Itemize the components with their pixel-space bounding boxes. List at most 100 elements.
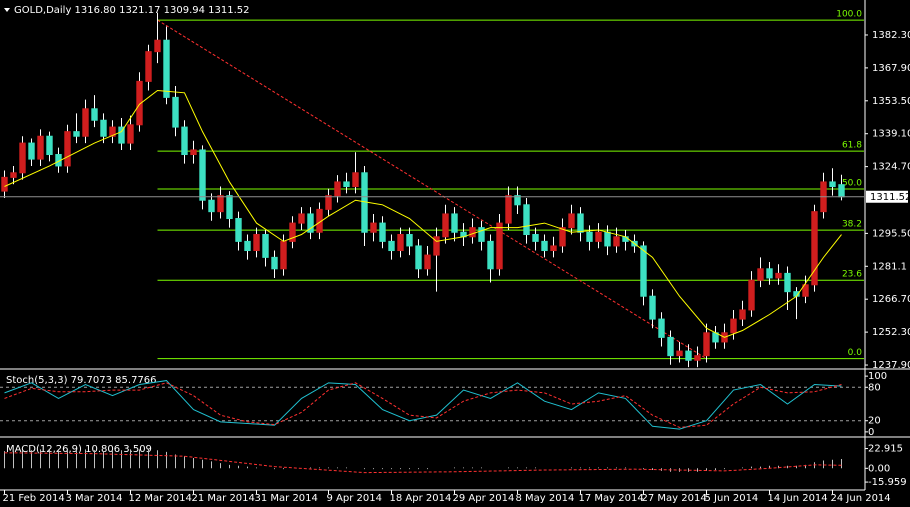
trendline	[157, 19, 707, 360]
candle-body	[532, 234, 539, 242]
stoch-line	[4, 380, 842, 430]
candle-body	[685, 350, 692, 361]
candle-body	[145, 51, 152, 82]
candle-body	[604, 231, 611, 247]
candle-body	[334, 181, 341, 197]
y-tick-label: 1339.10	[872, 129, 910, 140]
candle-body	[802, 284, 809, 297]
candle-body	[694, 355, 701, 361]
candle-body	[433, 236, 440, 256]
candle-body	[19, 142, 26, 174]
candle-body	[136, 80, 143, 126]
candle-body	[307, 213, 314, 233]
candle-body	[775, 272, 782, 279]
x-tick-label: 21 Mar 2014	[192, 493, 255, 504]
y-tick-label: 20	[868, 416, 881, 427]
x-tick-label: 21 Feb 2014	[3, 493, 65, 504]
candle-body	[235, 218, 242, 242]
candle-body	[289, 222, 296, 242]
candle-body	[100, 119, 107, 137]
candle-body	[478, 227, 485, 242]
candle-body	[172, 96, 179, 128]
candle-body	[523, 204, 530, 236]
candle-body	[730, 318, 737, 334]
candle-body	[127, 124, 134, 144]
candle-body	[370, 222, 377, 233]
y-tick-label: 1252.30	[872, 327, 910, 338]
candle-body	[568, 213, 575, 229]
candle-body	[541, 240, 548, 252]
stoch-line	[4, 382, 842, 428]
candle-body	[550, 245, 557, 252]
y-tick-label: 0	[868, 427, 874, 438]
moving-average	[4, 89, 842, 338]
candle-body	[109, 126, 116, 137]
y-tick-label: 22.915	[868, 444, 903, 455]
x-tick-label: 3 Mar 2014	[66, 493, 123, 504]
candle-body	[253, 234, 260, 252]
candle-body	[586, 231, 593, 242]
candle-body	[73, 131, 80, 137]
candle-body	[838, 184, 845, 198]
candle-body	[280, 240, 287, 270]
candle-body	[496, 222, 503, 270]
candle-body	[703, 332, 710, 357]
x-tick-label: 9 Apr 2014	[327, 493, 382, 504]
candle-body	[343, 181, 350, 188]
y-tick-label: 1237.90	[872, 360, 910, 371]
candle-body	[505, 195, 512, 224]
candle-body	[667, 336, 674, 357]
candle-body	[190, 149, 197, 156]
fib-label: 61.8	[842, 141, 862, 151]
x-tick-label: 14 Jun 2014	[768, 493, 828, 504]
x-tick-label: 29 Apr 2014	[453, 493, 515, 504]
candle-body	[379, 222, 386, 242]
x-tick-label: 17 May 2014	[579, 493, 644, 504]
candle-body	[154, 39, 161, 53]
candle-body	[784, 272, 791, 293]
candle-body	[559, 227, 566, 247]
candle-body	[748, 279, 755, 311]
candle-body	[514, 195, 521, 206]
x-tick-label: 27 May 2014	[642, 493, 707, 504]
candle-body	[1, 176, 8, 192]
candle-body	[208, 199, 215, 213]
x-tick-label: 5 Jun 2014	[705, 493, 759, 504]
menu-triangle[interactable]	[4, 8, 10, 12]
candle-body	[325, 195, 332, 210]
candle-body	[262, 234, 269, 258]
candle-body	[406, 234, 413, 247]
x-tick-label: 12 Mar 2014	[129, 493, 192, 504]
x-tick-label: 18 Apr 2014	[390, 493, 452, 504]
candle-body	[397, 234, 404, 252]
panel-title: Stoch(5,3,3) 79.7073 85.7766	[6, 375, 157, 386]
candle-body	[352, 172, 359, 188]
current-price-label: 1311.52	[870, 192, 910, 203]
y-tick-label: 1266.70	[872, 294, 910, 305]
y-tick-label: 80	[868, 382, 881, 393]
candle-body	[766, 268, 773, 279]
candle-body	[271, 256, 278, 270]
y-tick-label: 1324.70	[872, 162, 910, 173]
candle-body	[181, 126, 188, 156]
y-tick-label: 100	[868, 371, 887, 382]
candle-body	[28, 142, 35, 160]
y-tick-label: 1295.50	[872, 228, 910, 239]
candle-body	[244, 240, 251, 252]
candle-body	[10, 172, 17, 178]
candle-body	[613, 236, 620, 247]
panel-title: GOLD,Daily 1316.80 1321.17 1309.94 1311.…	[14, 5, 250, 16]
candle-body	[298, 213, 305, 224]
candle-body	[469, 227, 476, 238]
candle-body	[451, 213, 458, 233]
candle-body	[118, 126, 125, 144]
y-tick-label: -15.959	[868, 477, 907, 488]
y-tick-label: 1382.30	[872, 30, 910, 41]
current-price-box	[866, 190, 908, 203]
y-tick-label: 1367.90	[872, 63, 910, 74]
fib-label: 50.0	[842, 179, 862, 189]
candle-body	[829, 181, 836, 188]
y-tick-label: 1281.1	[872, 261, 907, 272]
candle-body	[595, 231, 602, 242]
